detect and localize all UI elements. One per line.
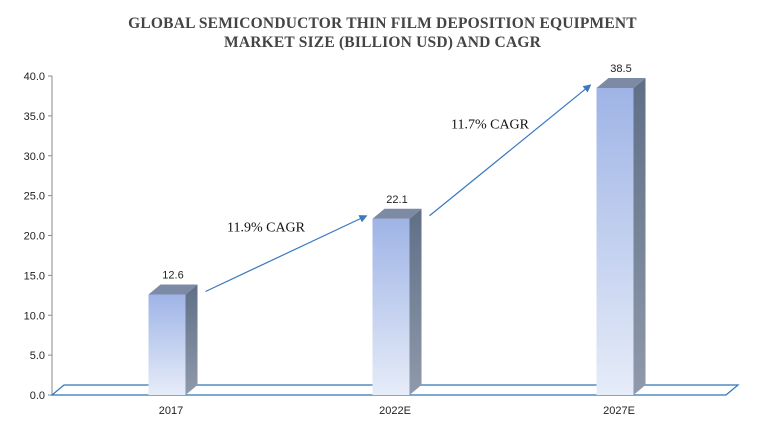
bar-top-face <box>372 208 422 219</box>
y-tick-label: 15.0 <box>24 270 45 282</box>
bar-layer <box>148 77 646 396</box>
y-tick-label: 35.0 <box>24 111 45 123</box>
bar-side-face <box>185 284 198 395</box>
data-label: 38.5 <box>610 63 631 75</box>
cagr-label: 11.9% CAGR <box>227 221 306 236</box>
bar-2017 <box>148 284 198 395</box>
data-label: 12.6 <box>162 270 183 282</box>
cagr-label: 11.7% CAGR <box>451 117 530 132</box>
y-tick-label: 5.0 <box>30 350 45 362</box>
y-tick-label: 30.0 <box>24 151 45 163</box>
cagr-arrow <box>429 84 592 217</box>
y-tick-label: 10.0 <box>24 310 45 322</box>
bar-front-face <box>148 294 186 395</box>
y-tick-label: 40.0 <box>24 71 45 83</box>
y-tick-label: 20.0 <box>24 231 45 243</box>
y-tick-label: 0.0 <box>30 390 45 402</box>
bar-top-face <box>596 77 646 88</box>
cagr-arrow <box>205 215 368 293</box>
annotation-layer: 11.9% CAGR 11.7% CAGR <box>205 84 592 293</box>
x-tick-label: 2017 <box>159 405 183 417</box>
y-tick-label: 25.0 <box>24 191 45 203</box>
bar-front-face <box>596 87 634 396</box>
label-layer: 12.6 2017 22.1 2022E 38.5 2027E <box>159 63 635 417</box>
x-tick-label: 2027E <box>603 405 635 417</box>
chart-title-line-1: GLOBAL SEMICONDUCTOR THIN FILM DEPOSITIO… <box>128 15 637 32</box>
bar-top-face <box>148 284 198 295</box>
chart-title: GLOBAL SEMICONDUCTOR THIN FILM DEPOSITIO… <box>0 14 765 52</box>
bar-side-face <box>409 208 422 395</box>
chart-floor-plane <box>50 384 740 396</box>
bar-front-face <box>372 218 410 395</box>
bar-side-face <box>633 77 646 396</box>
chart-title-line-2: MARKET SIZE (BILLION USD) AND CAGR <box>224 34 541 51</box>
bar-2022E <box>372 208 422 395</box>
axis-layer: 0.0 5.0 10.0 15.0 20.0 25.0 30.0 35.0 40.0 <box>24 71 53 402</box>
bar-2027E <box>596 77 646 396</box>
data-label: 22.1 <box>386 194 407 206</box>
x-tick-label: 2022E <box>379 405 411 417</box>
chart-floor <box>50 384 740 396</box>
